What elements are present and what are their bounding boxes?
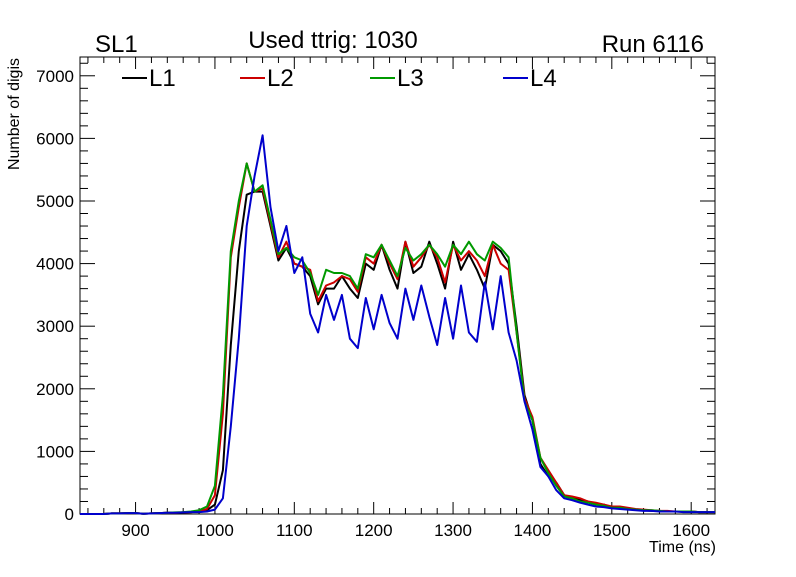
- y-tick-label: 3000: [36, 317, 74, 336]
- y-tick-label: 0: [65, 505, 74, 524]
- legend-item-l3: L3: [370, 65, 424, 92]
- x-tick-label: 1300: [434, 521, 472, 540]
- legend: L1 L2 L3 L4: [122, 65, 557, 92]
- y-tick-label: 4000: [36, 255, 74, 274]
- series-layer: [80, 134, 715, 515]
- x-tick-label: 1000: [196, 521, 234, 540]
- ticks-layer: [80, 57, 715, 515]
- label-right: Run 6116: [602, 31, 704, 58]
- label-left: SL1: [95, 31, 138, 58]
- x-tick-label: 1600: [672, 521, 710, 540]
- y-tick-label: 6000: [36, 129, 74, 148]
- tick-labels: 900 1000 1100 1200 1300 1400 1500 1600 0 1000 2000…: [36, 67, 710, 540]
- x-axis-label: Time (ns): [649, 539, 716, 556]
- y-axis-label: Number of digis: [6, 58, 23, 170]
- y-tick-label: 2000: [36, 380, 74, 399]
- legend-item-l2: L2: [240, 65, 294, 92]
- x-tick-label: 1100: [276, 521, 313, 540]
- x-tick-label: 1500: [593, 521, 631, 540]
- legend-item-l1: L1: [122, 65, 176, 92]
- chart-title: Used ttrig: 1030: [248, 27, 417, 54]
- legend-label: L4: [530, 65, 557, 92]
- legend-label: L3: [397, 65, 424, 92]
- legend-item-l4: L4: [503, 65, 557, 92]
- y-tick-label: 5000: [36, 192, 74, 211]
- plot-frame: [79, 56, 716, 515]
- y-tick-label: 1000: [36, 442, 74, 461]
- y-tick-label: 7000: [36, 67, 74, 86]
- x-tick-label: 1400: [514, 521, 552, 540]
- legend-label: L1: [149, 65, 176, 92]
- x-tick-label: 1200: [355, 521, 393, 540]
- legend-label: L2: [267, 65, 294, 92]
- series-line-l4: [80, 134, 715, 515]
- x-tick-label: 900: [121, 521, 149, 540]
- series-line-l1: [80, 190, 715, 515]
